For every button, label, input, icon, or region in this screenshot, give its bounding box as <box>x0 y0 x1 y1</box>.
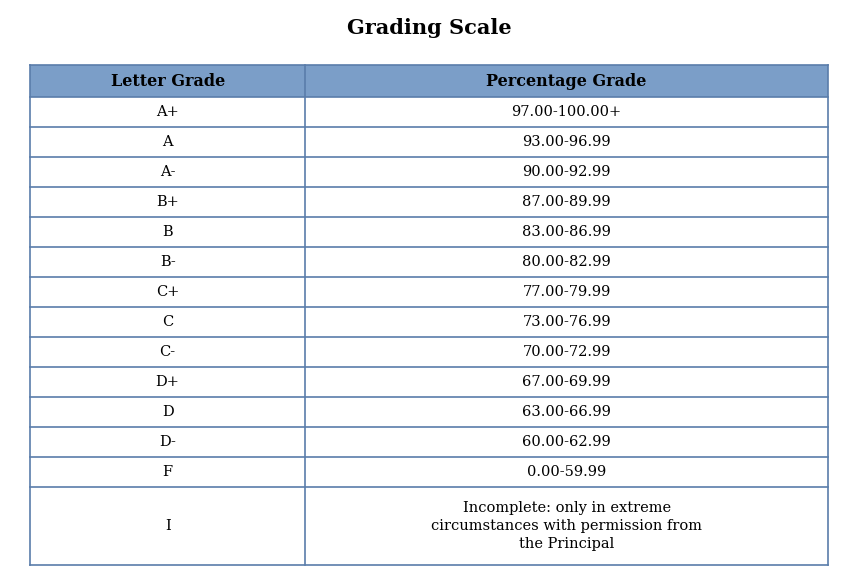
Bar <box>30 427 828 457</box>
Bar <box>30 65 828 97</box>
Text: Incomplete: only in extreme
circumstances with permission from
the Principal: Incomplete: only in extreme circumstance… <box>432 500 702 551</box>
Text: B+: B+ <box>156 195 179 209</box>
Bar <box>30 367 828 397</box>
Bar <box>30 307 828 337</box>
Text: 83.00-86.99: 83.00-86.99 <box>523 225 611 239</box>
Text: D: D <box>162 405 173 419</box>
Text: Grading Scale: Grading Scale <box>347 18 511 38</box>
Text: I: I <box>165 519 171 533</box>
Text: A: A <box>162 135 173 149</box>
Text: Percentage Grade: Percentage Grade <box>486 73 647 89</box>
Text: B: B <box>162 225 173 239</box>
Bar <box>30 277 828 307</box>
Text: 70.00-72.99: 70.00-72.99 <box>523 345 611 359</box>
Bar <box>30 127 828 157</box>
Text: 73.00-76.99: 73.00-76.99 <box>523 315 611 329</box>
Text: D-: D- <box>160 435 176 449</box>
Bar <box>30 187 828 217</box>
Bar <box>30 457 828 487</box>
Text: 90.00-92.99: 90.00-92.99 <box>523 165 611 179</box>
Bar <box>30 397 828 427</box>
Text: 97.00-100.00+: 97.00-100.00+ <box>511 105 622 119</box>
Text: 60.00-62.99: 60.00-62.99 <box>523 435 611 449</box>
Text: 77.00-79.99: 77.00-79.99 <box>523 285 611 299</box>
Text: 63.00-66.99: 63.00-66.99 <box>523 405 611 419</box>
Text: D+: D+ <box>155 375 179 389</box>
Bar <box>30 337 828 367</box>
Text: 87.00-89.99: 87.00-89.99 <box>523 195 611 209</box>
Text: C-: C- <box>160 345 176 359</box>
Text: Letter Grade: Letter Grade <box>111 73 225 89</box>
Text: A+: A+ <box>156 105 179 119</box>
Text: 67.00-69.99: 67.00-69.99 <box>523 375 611 389</box>
Text: 93.00-96.99: 93.00-96.99 <box>523 135 611 149</box>
Text: A-: A- <box>160 165 175 179</box>
Bar <box>30 97 828 127</box>
Text: 0.00-59.99: 0.00-59.99 <box>527 465 607 479</box>
Bar <box>30 487 828 565</box>
Bar <box>30 217 828 247</box>
Text: C: C <box>162 315 173 329</box>
Text: C+: C+ <box>156 285 179 299</box>
Text: F: F <box>163 465 172 479</box>
Bar <box>30 247 828 277</box>
Text: 80.00-82.99: 80.00-82.99 <box>523 255 611 269</box>
Bar <box>30 157 828 187</box>
Text: B-: B- <box>160 255 176 269</box>
